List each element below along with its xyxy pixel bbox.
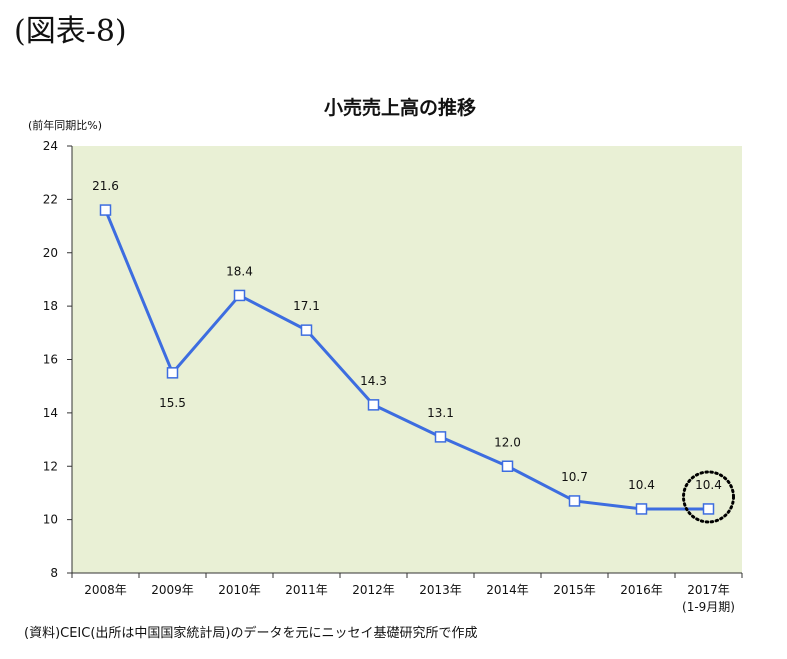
y-tick-label: 8 [50,566,58,580]
series-line [104,209,709,511]
data-point-marker [501,460,514,472]
data-label: 10.4 [695,478,722,492]
x-tick-label: 2014年 [486,583,529,597]
chart-title: 小売売上高の推移 [324,96,476,119]
data-label: 21.6 [92,179,119,193]
x-tick-label: 2008年 [84,583,127,597]
data-point-marker [233,289,246,302]
data-labels: 21.6 15.5 18.4 17.1 14.3 13.1 12.0 10.7 10.4 10.4 [92,179,735,524]
x-tick-label: 2010年 [218,583,261,597]
y-tick-label: 14 [43,406,58,420]
y-tick-label: 22 [43,192,58,206]
data-point-marker [635,503,648,515]
figure-label: (図表-8) [14,14,127,49]
x-tick-label: 2009年 [151,583,194,597]
data-point-marker [99,204,112,216]
y-tick-label: 24 [43,139,58,153]
data-label: 18.4 [226,264,253,278]
x-tick-label: 2012年 [352,583,395,597]
y-tick-label: 18 [43,299,58,313]
axes: 8 10 12 14 16 18 20 22 24 2008年 2009年 2010年 2011年 201… [43,139,743,614]
data-point-marker [300,324,313,336]
x-tick-label: 2017年 [687,583,730,597]
data-label: 10.7 [561,470,588,484]
y-axis-unit-label: (前年同期比%) [28,118,102,132]
y-tick-label: 16 [43,353,58,367]
data-point-marker [702,503,715,515]
x-tick-sublabel: (1-9月期) [682,600,735,614]
series-layer [99,204,715,515]
data-label: 15.5 [159,396,186,410]
data-point-marker [367,399,380,411]
data-point-marker [434,431,447,443]
data-label: 10.4 [628,478,655,492]
data-point-marker [166,367,179,379]
x-tick-label: 2015年 [553,583,596,597]
data-label: 13.1 [427,406,454,420]
y-tick-label: 20 [43,246,58,260]
y-tick-label: 10 [43,513,58,527]
highlight-circle [682,470,735,524]
x-tick-label: 2011年 [285,583,328,597]
y-tick-label: 12 [43,459,58,473]
data-point-marker [568,495,581,507]
data-label: 14.3 [360,374,387,388]
data-label: 17.1 [293,299,320,313]
data-label: 12.0 [494,435,521,449]
x-tick-label: 2013年 [419,583,462,597]
source-note: (資料)CEIC(出所は中国国家統計局)のデータを元にニッセイ基礎研究所で作成 [24,626,478,641]
x-tick-label: 2016年 [620,583,663,597]
